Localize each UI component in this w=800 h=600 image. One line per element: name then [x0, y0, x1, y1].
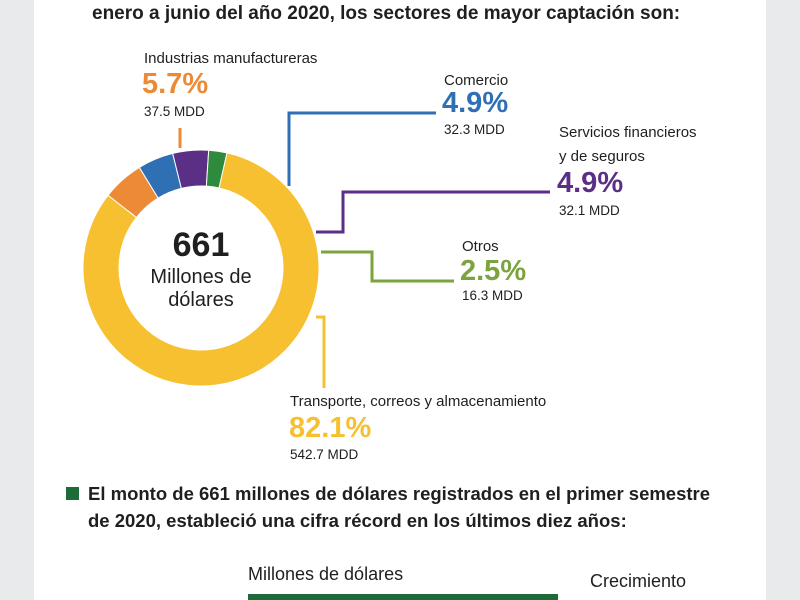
label-otros: Otros	[462, 238, 499, 255]
percent-manufactureras: 5.7%	[142, 68, 209, 100]
square-bullet-icon	[66, 487, 79, 500]
leader-line-transporte	[316, 315, 326, 388]
donut-slices	[82, 149, 320, 387]
amount-comercio: 32.3 MDD	[444, 122, 505, 137]
label-manufactureras: Industrias manufactureras	[144, 50, 318, 67]
center-text-line1: Millones de	[150, 266, 252, 288]
note-line1-text: El monto de 661 millones de dólares regi…	[88, 483, 711, 504]
table-header-bar	[248, 594, 558, 600]
amount-manufactureras: 37.5 MDD	[144, 104, 205, 119]
donut-chart	[82, 111, 550, 388]
slice-transporte	[82, 152, 320, 387]
percent-transporte: 82.1%	[289, 412, 372, 444]
label-financieros-line1: Servicios financieros	[559, 124, 697, 141]
leader-line-financieros	[316, 190, 550, 234]
leader-line-otros	[321, 250, 454, 283]
label-comercio: Comercio	[444, 72, 509, 89]
center-text-line2: dólares	[168, 289, 234, 311]
percent-otros: 2.5%	[460, 255, 527, 287]
note-line2: de 2020, estableció una cifra récord en …	[88, 510, 627, 531]
label-financieros-line2: y de seguros	[559, 148, 645, 165]
note-line1: El monto de 661 millones de dólares regi…	[66, 480, 710, 507]
amount-otros: 16.3 MDD	[462, 288, 523, 303]
percent-comercio: 4.9%	[442, 87, 509, 119]
center-value: 661	[172, 226, 230, 264]
amount-transporte: 542.7 MDD	[290, 447, 359, 462]
amount-financieros: 32.1 MDD	[559, 203, 620, 218]
percent-financieros: 4.9%	[557, 167, 624, 199]
leader-line-comercio	[287, 111, 436, 186]
leader-lines	[178, 111, 550, 388]
table-header-crecimiento: Crecimiento	[590, 571, 687, 591]
table-header-millones: Millones de dólares	[248, 564, 404, 584]
label-transporte: Transporte, correos y almacenamiento	[290, 393, 547, 410]
infographic-card: enero a junio del año 2020, los sectores…	[34, 0, 766, 600]
heading: enero a junio del año 2020, los sectores…	[92, 3, 681, 24]
